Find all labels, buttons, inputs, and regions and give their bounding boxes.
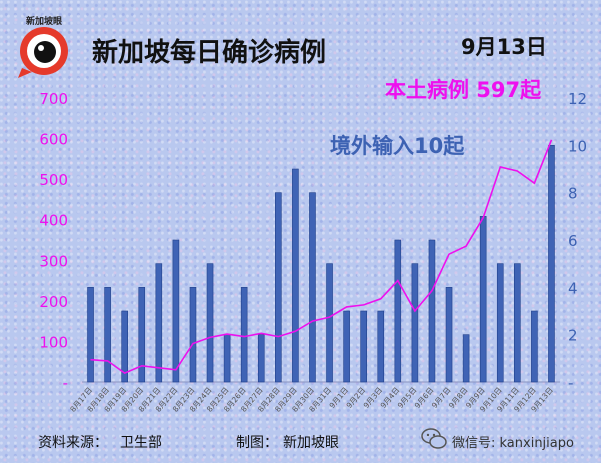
bar: [189, 287, 197, 383]
maker-value: 新加坡眼: [283, 435, 339, 451]
bar: [326, 263, 333, 383]
bar: [411, 263, 419, 383]
bar: [257, 334, 265, 383]
bar: [309, 192, 316, 383]
bar: [121, 310, 128, 383]
bar: [138, 287, 146, 383]
bar: [172, 239, 180, 383]
bar: [479, 216, 487, 383]
maker-label: 制图：: [236, 435, 278, 451]
source-label: 资料来源：: [38, 435, 108, 451]
wechat-icon: [421, 428, 447, 449]
left-axis-tick-label: 300: [39, 252, 68, 270]
bar: [87, 287, 94, 383]
wechat-id: 微信号: kanxinjiapo: [452, 436, 574, 451]
left-axis-tick-label: 100: [39, 333, 68, 351]
chart-date: 9月13日: [461, 35, 547, 59]
bar: [548, 145, 555, 383]
right-axis-tick-label: 6: [568, 232, 578, 250]
bar: [343, 310, 350, 383]
bar: [206, 263, 214, 383]
right-axis-tick-label: 8: [568, 185, 578, 203]
right-axis-tick-label: 4: [568, 279, 578, 297]
bar: [240, 287, 248, 383]
chart-title: 新加坡每日确诊病例: [92, 38, 327, 68]
logo-icon: [18, 27, 68, 78]
bar: [104, 287, 111, 383]
right-axis-tick-label: 2: [568, 327, 578, 345]
bar: [445, 287, 453, 383]
left-axis-tick-label: 200: [39, 293, 68, 311]
combo-chart: -100200300400500600700-246810128月17日8月18…: [39, 90, 587, 414]
bar: [462, 334, 470, 383]
overseas-cases-label: 境外输入10起: [330, 134, 465, 158]
right-axis-tick-label: -: [568, 374, 573, 392]
right-axis-tick-label: 10: [568, 137, 587, 155]
left-axis-tick-label: 400: [39, 212, 68, 230]
bar: [292, 168, 299, 383]
bar: [514, 263, 521, 383]
local-cases-line: [90, 139, 553, 375]
bar: [223, 334, 231, 383]
source-value: 卫生部: [120, 435, 162, 451]
bar: [531, 310, 538, 383]
bar: [377, 310, 385, 383]
bar: [275, 192, 282, 383]
bar: [394, 239, 402, 383]
left-axis-tick-label: 700: [39, 90, 68, 108]
right-axis-tick-label: 12: [568, 90, 587, 108]
left-axis-tick-label: 600: [39, 131, 68, 149]
bar: [360, 310, 367, 383]
local-cases-label: 本土病例 597起: [385, 78, 542, 102]
left-axis-tick-label: -: [63, 374, 68, 392]
left-axis-tick-label: 500: [39, 171, 68, 189]
logo-text: 新加坡眼: [26, 17, 63, 27]
bar: [155, 263, 163, 383]
bar: [496, 263, 504, 383]
bar: [428, 239, 436, 383]
